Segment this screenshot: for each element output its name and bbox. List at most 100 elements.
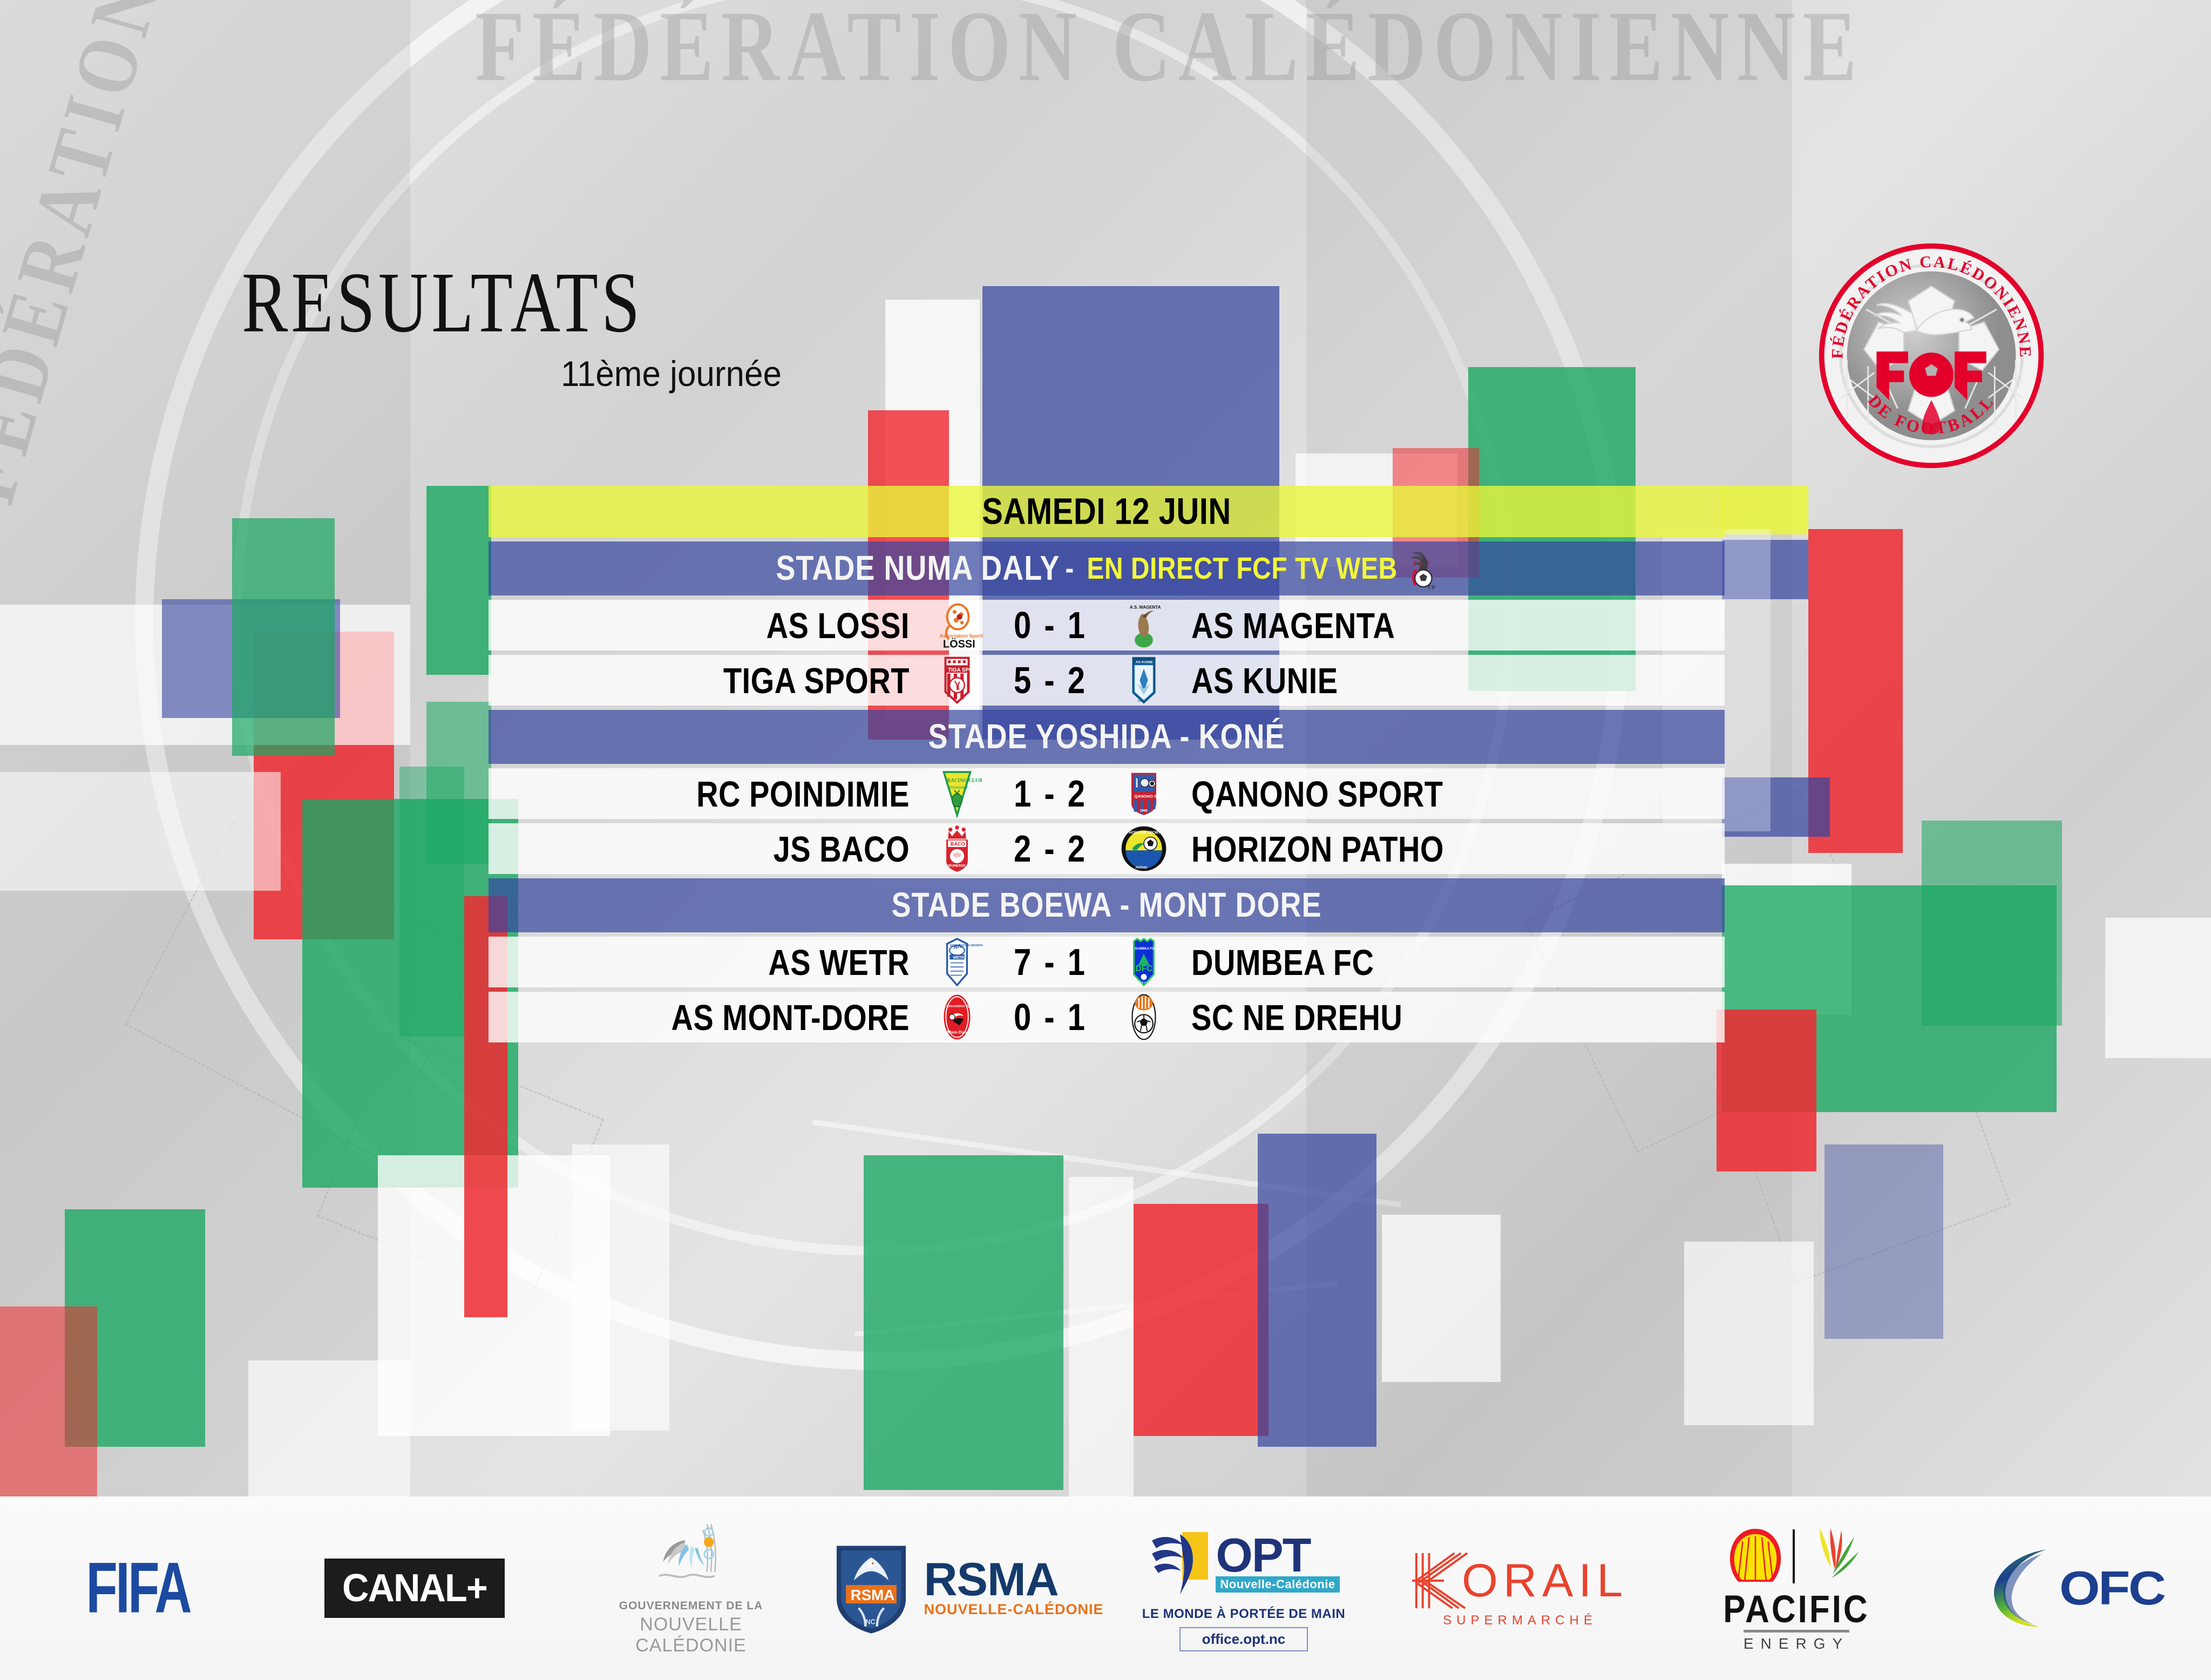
color-block (572, 1144, 669, 1431)
as-mont-dore-crest: Association Sportive Mont-Dore (926, 992, 988, 1042)
rc-poindimie-crest: RACING CLUB POINDIMIE (926, 769, 988, 818)
opt-bird-icon (1152, 1532, 1209, 1595)
svg-text:HORIZON SPORT: HORIZON SPORT (1129, 831, 1161, 835)
color-block (426, 702, 491, 864)
svg-text:1972: 1972 (1140, 981, 1146, 985)
opt-logo-nc: Nouvelle-Calédonie (1216, 1576, 1340, 1593)
leaf-icon (1820, 1528, 1859, 1578)
svg-text:POINDIMIE: POINDIMIE (949, 786, 969, 790)
korail-logo-sub: SUPERMARCHÉ (1443, 1613, 1597, 1628)
fifa-logo-text: FIFA (86, 1548, 192, 1628)
match-row: AS LOSSI Association Sportive LÖSSI 0 - … (489, 600, 1725, 651)
color-block (1825, 1144, 1943, 1339)
away-team-name: HORIZON PATHO (1191, 828, 1444, 869)
sponsor-canal-plus: CANAL+ (276, 1496, 553, 1680)
day-banner: SAMEDI 12 JUIN (489, 486, 1725, 537)
svg-text:A.S. MAGENTA: A.S. MAGENTA (1130, 605, 1161, 609)
gouvernement-nc-emblem (659, 1524, 716, 1579)
match-score: 0 - 1 (1013, 604, 1088, 646)
svg-text:Mont-Dore: Mont-Dore (947, 1030, 968, 1035)
match-score: 0 - 1 (1013, 996, 1088, 1038)
canal-plus-logo-text: CANAL+ (342, 1567, 488, 1610)
venue-header-1: STADE NUMA DALY - EN DIRECT FCF TV WEB F… (489, 541, 1725, 595)
dumbea-fc-crest: DUMBEA FOOTBALL CLUB DFC 1972 (1113, 937, 1175, 987)
page-title: RESULTATS (242, 254, 643, 350)
svg-text:WETR: WETR (953, 956, 964, 960)
page-subtitle: 11ème journée (560, 354, 782, 395)
color-block (1722, 540, 1808, 599)
pacific-energy-logo-text: PACIFIC (1723, 1588, 1870, 1631)
opt-logo-text: OPT (1216, 1528, 1311, 1582)
match-row: AS WETR WETR ASSOCIATION SPORTIVE 7 - 1 … (489, 937, 1725, 987)
sponsor-ofc: OFC (1935, 1496, 2211, 1680)
match-score: 5 - 2 (1013, 659, 1088, 701)
svg-text:RSMA: RSMA (851, 1586, 895, 1603)
color-block (1258, 1134, 1376, 1447)
sponsor-gouvernement-nc: GOUVERNEMENT DE LA NOUVELLE CALÉDONIE (553, 1496, 829, 1680)
as-wetr-crest: WETR ASSOCIATION SPORTIVE (926, 937, 988, 987)
as-magenta-crest: A.S. MAGENTA (1113, 600, 1175, 650)
match-score: 1 - 2 (1013, 773, 1088, 815)
home-team-name: RC POINDIMIE (696, 773, 910, 814)
svg-text:ASSOCIATION SPORTIVE: ASSOCIATION SPORTIVE (949, 944, 983, 947)
home-team-name: TIGA SPORT (723, 660, 910, 701)
korail-k-icon (1412, 1552, 1468, 1609)
svg-text:1968: 1968 (1137, 700, 1144, 703)
korail-logo-text: ORAIL (1461, 1555, 1629, 1607)
sponsor-korail: ORAIL SUPERMARCHÉ (1382, 1496, 1658, 1680)
pacific-energy-logo-sub: ENERGY (1743, 1630, 1850, 1652)
color-block (1922, 821, 2062, 1026)
color-block (2105, 918, 2211, 1058)
rsma-logo-text: RSMA (924, 1553, 1059, 1606)
svg-text:F . C . F: F . C . F (1414, 561, 1429, 566)
canal-plus-logo: CANAL+ (324, 1559, 505, 1618)
svg-text:Association Sportive: Association Sportive (946, 1005, 980, 1008)
color-block (1722, 777, 1830, 837)
away-team-name: QANONO SPORT (1191, 773, 1443, 814)
svg-text:JEUNESSE SPORTIVE: JEUNESSE SPORTIVE (947, 864, 983, 868)
js-baco-crest: BACO JEUNESSE SPORTIVE (926, 824, 988, 873)
color-block (864, 1155, 1063, 1490)
tiga-sport-crest: TIGA SPORT (926, 655, 988, 705)
venue-header-3: STADE BOEWA - MONT DORE (489, 878, 1725, 932)
watermark-text-top: FÉDÉRATION CALÉDONIENNE (475, 0, 1864, 103)
svg-text:BACO: BACO (951, 842, 965, 847)
venue-name: STADE YOSHIDA - KONÉ (928, 717, 1285, 756)
home-team-name: AS WETR (768, 941, 910, 983)
home-team-name: JS BACO (773, 828, 910, 869)
day-label: SAMEDI 12 JUIN (982, 491, 1231, 532)
horizon-patho-crest: HORIZON SPORT PATHO (1113, 824, 1175, 873)
svg-text:RACING CLUB: RACING CLUB (947, 778, 982, 783)
color-block (1382, 1215, 1501, 1382)
home-team-name: AS MONT-DORE (671, 997, 910, 1038)
sponsor-pacific-energy: PACIFIC ENERGY (1658, 1496, 1935, 1680)
match-row: RC POINDIMIE RACING CLUB POINDIMIE 1 - 2… (489, 768, 1725, 819)
color-block (426, 486, 491, 675)
page-title-block: RESULTATS 11ème journée (242, 259, 782, 394)
svg-text:NC: NC (866, 1617, 876, 1625)
color-block (0, 772, 281, 891)
sponsor-bar: FIFA CANAL+ (0, 1496, 2211, 1680)
federation-logo: FÉDÉRATION CALÉDONIENNE DE FOOTBALL (1813, 240, 2050, 472)
svg-text:QANONO SPORT: QANONO SPORT (1134, 794, 1168, 799)
svg-text:DUMBEA FOOTBALL CLUB: DUMBEA FOOTBALL CLUB (1135, 947, 1170, 951)
color-block (1722, 486, 1808, 534)
color-block (232, 518, 335, 756)
results-table: SAMEDI 12 JUIN STADE NUMA DALY - EN DIRE… (489, 486, 1725, 1042)
color-block (1069, 1177, 1134, 1544)
color-block (0, 1306, 97, 1522)
rsma-shield-icon: RSMA NC (837, 1546, 906, 1634)
as-kunie-crest: AS KUNIE 1968 (1113, 655, 1175, 705)
match-row: JS BACO BACO JEUNESSE SPORTIVE 2 - 2 (489, 823, 1725, 874)
svg-text:LÖSSI: LÖSSI (943, 638, 975, 650)
live-label: EN DIRECT FCF TV WEB (1087, 551, 1398, 586)
color-block (1717, 1010, 1816, 1171)
svg-text:1968: 1968 (1140, 809, 1148, 813)
gouvernement-nc-small: GOUVERNEMENT DE LA (619, 1600, 763, 1613)
venue-separator: - (1065, 551, 1074, 586)
away-team-name: SC NE DREHU (1191, 997, 1403, 1038)
away-team-name: AS MAGENTA (1191, 605, 1395, 646)
opt-slogan: LE MONDE À PORTÉE DE MAIN (1142, 1606, 1346, 1621)
svg-text:AS KUNIE: AS KUNIE (1136, 661, 1154, 665)
shell-icon (1730, 1528, 1781, 1582)
